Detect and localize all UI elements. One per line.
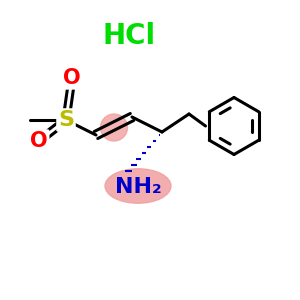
Text: O: O [63,68,81,88]
Text: S: S [58,110,74,130]
Circle shape [100,114,127,141]
Ellipse shape [105,169,171,203]
Text: NH₂: NH₂ [115,177,161,196]
Text: O: O [30,131,48,151]
Text: HCl: HCl [102,22,156,50]
